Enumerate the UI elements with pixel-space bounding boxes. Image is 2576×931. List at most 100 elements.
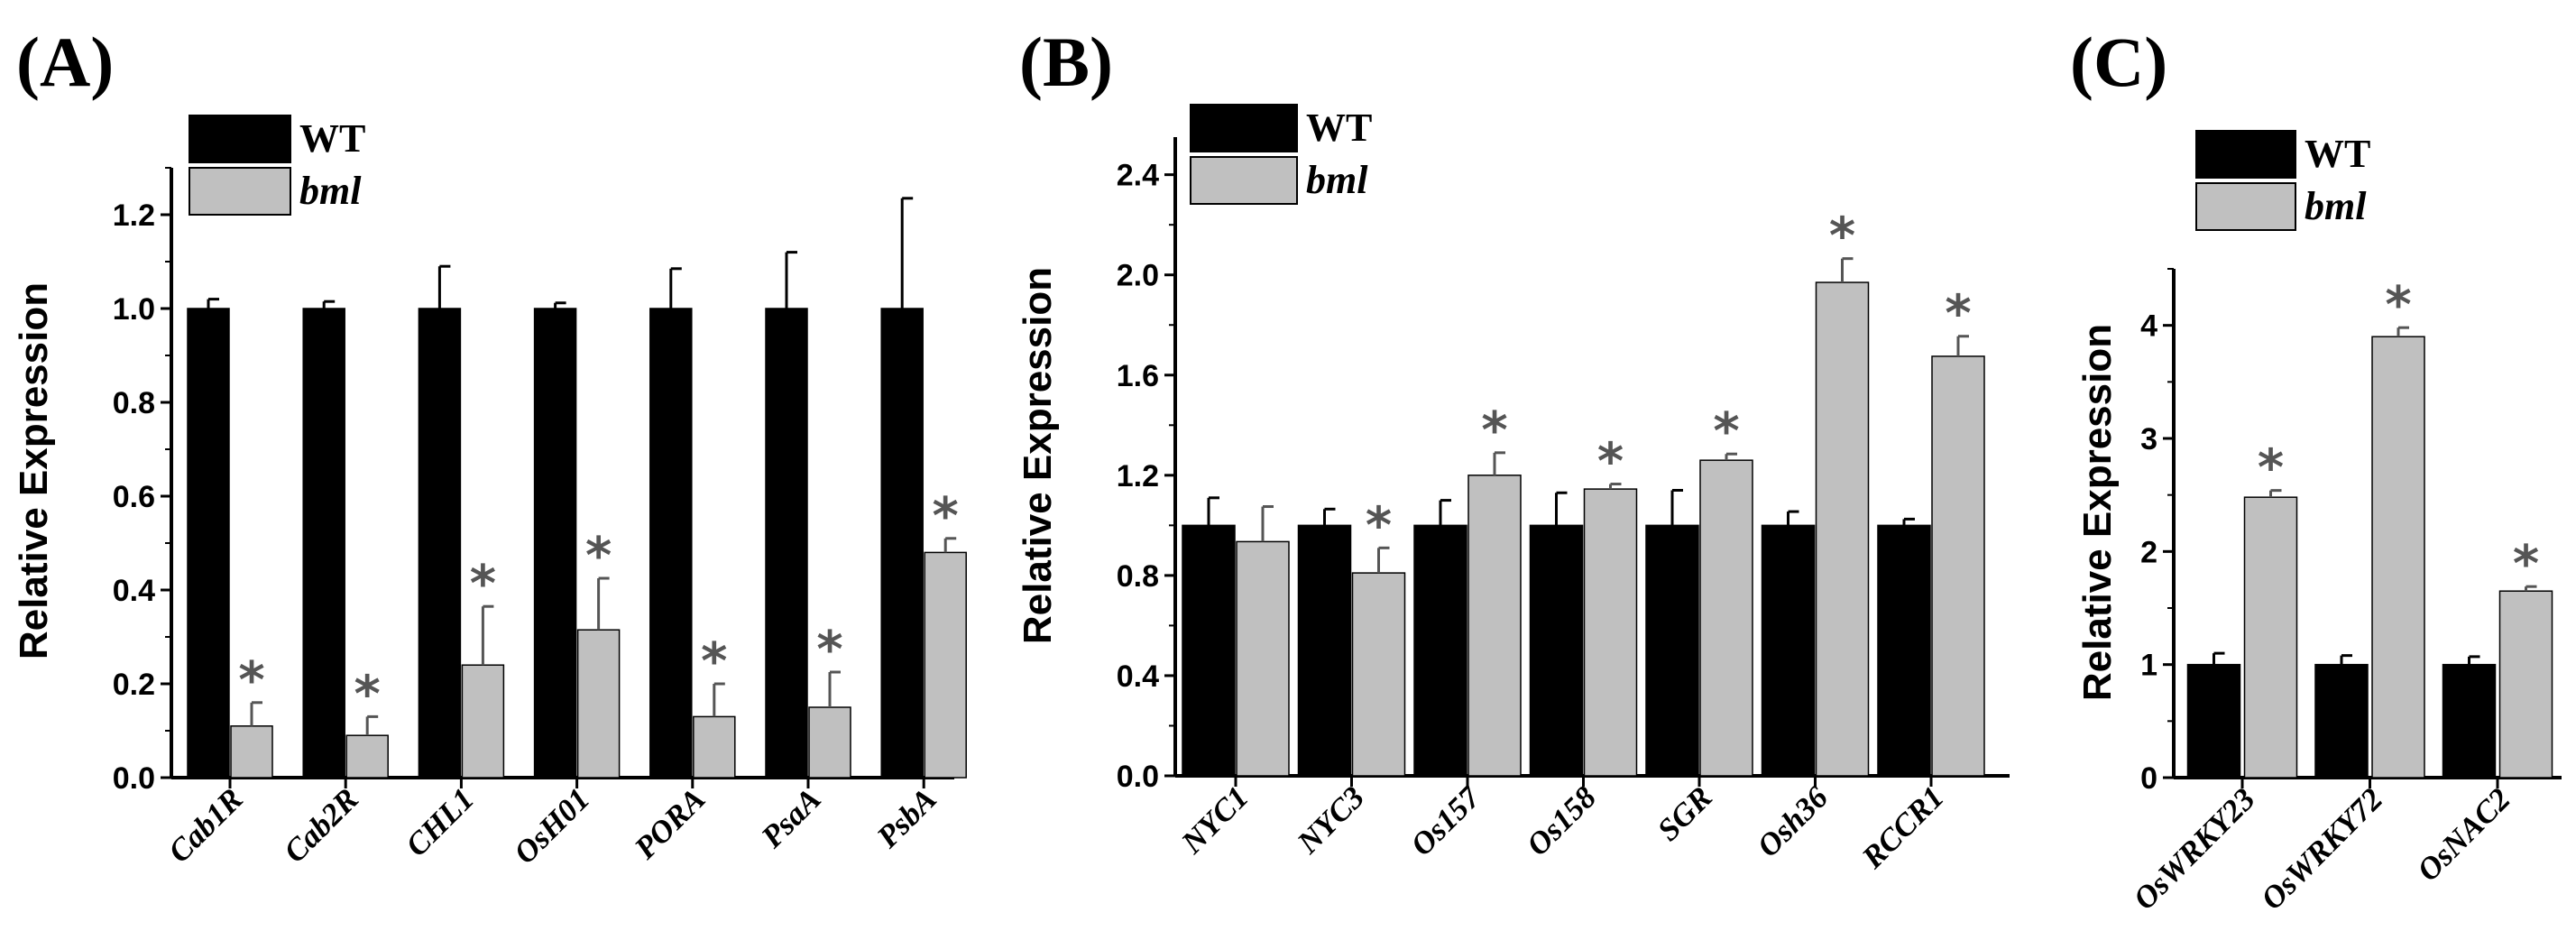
panel-label: (A) xyxy=(16,23,114,101)
bar-bml xyxy=(1467,475,1522,777)
legend-swatch-wt xyxy=(189,115,291,163)
bar-wt xyxy=(1761,524,1816,777)
bar-wt xyxy=(880,308,924,779)
panel-label: (B) xyxy=(1019,23,1113,101)
y-axis-label: Relative Expression xyxy=(1016,267,1060,644)
bar-wt xyxy=(533,308,577,779)
y-tick-label: 0.4 xyxy=(1117,659,1159,694)
significance-star: * xyxy=(701,632,727,691)
x-tick-label: RCCR1 xyxy=(1854,779,1951,876)
significance-star: * xyxy=(470,555,496,613)
bar-wt xyxy=(2442,663,2497,779)
bar-wt xyxy=(418,308,462,779)
bar-wt xyxy=(1297,524,1352,777)
bar-wt xyxy=(1645,524,1699,777)
x-tick-label: Osh36 xyxy=(1751,779,1835,864)
bar-bml xyxy=(345,734,389,779)
x-tick-label: Cab1R xyxy=(161,781,250,870)
y-tick-label: 0.0 xyxy=(1117,760,1159,794)
significance-star: * xyxy=(1713,402,1739,461)
bar-bml xyxy=(1583,488,1638,777)
bar-bml xyxy=(461,664,505,779)
bar-bml xyxy=(924,551,967,779)
significance-star: * xyxy=(933,487,959,546)
bar-bml xyxy=(230,725,273,779)
y-tick-label: 2.4 xyxy=(1117,159,1159,193)
bar-wt xyxy=(2186,663,2241,779)
x-tick-label: Cab2R xyxy=(277,781,365,870)
bar-bml xyxy=(1351,572,1406,777)
bar-bml xyxy=(1699,459,1753,777)
y-tick-label: 0.6 xyxy=(113,480,155,514)
legend-label-bml: bml xyxy=(299,169,362,213)
significance-star: * xyxy=(1597,433,1624,492)
x-tick-label: OsH01 xyxy=(507,781,596,871)
bar-wt xyxy=(1529,524,1584,777)
significance-star: * xyxy=(585,527,612,585)
legend-swatch-wt xyxy=(2195,130,2296,179)
bar-wt xyxy=(1182,524,1236,777)
bar-bml xyxy=(808,706,851,779)
bar-bml xyxy=(576,629,621,779)
y-tick-label: 2.0 xyxy=(1117,259,1159,293)
bar-bml xyxy=(1815,281,1870,777)
legend: WT bml xyxy=(189,115,365,216)
legend-label-wt: WT xyxy=(299,116,365,161)
bar-wt xyxy=(765,308,808,779)
y-tick-label: 0.8 xyxy=(113,386,155,420)
significance-star: * xyxy=(2513,535,2539,594)
x-tick-label: PsbA xyxy=(869,781,943,855)
panel-a: (A) 0.0 0.2 0.4 0.6 0.8 1.0 1.2 Relative Express… xyxy=(12,23,967,871)
legend-swatch-bml xyxy=(189,167,291,216)
bar-wt xyxy=(649,308,693,779)
significance-star: * xyxy=(816,621,842,679)
significance-star: * xyxy=(1829,207,1855,266)
y-tick-label: 3 xyxy=(2140,422,2157,456)
bar-wt xyxy=(187,308,230,779)
y-tick-label: 1.6 xyxy=(1117,359,1159,393)
y-tick-label: 1.2 xyxy=(113,198,155,233)
legend-label-bml: bml xyxy=(1306,158,1368,202)
y-tick-label: 0 xyxy=(2140,761,2157,796)
y-tick-label: 1.2 xyxy=(1117,459,1159,493)
significance-star: * xyxy=(1366,496,1392,555)
x-tick-label: OsWRKY72 xyxy=(2254,781,2389,917)
y-tick-label: 0.0 xyxy=(113,761,155,796)
legend-swatch-bml xyxy=(1190,156,1298,205)
x-tick-label: SGR xyxy=(1651,779,1719,848)
x-tick-label: PsaA xyxy=(754,781,828,855)
significance-star: * xyxy=(354,665,381,724)
y-tick-label: 1.0 xyxy=(113,292,155,327)
significance-star: * xyxy=(2385,276,2411,335)
x-tick-label: OsWRKY23 xyxy=(2127,781,2262,917)
legend-label-bml: bml xyxy=(2305,184,2367,228)
x-tick-label: NYC1 xyxy=(1174,779,1256,861)
bar-bml xyxy=(2243,496,2298,779)
legend: WT bml xyxy=(2195,130,2370,231)
x-tick-label: NYC3 xyxy=(1290,779,1371,861)
significance-star: * xyxy=(238,651,264,710)
legend: WT bml xyxy=(1190,104,1372,205)
significance-star: * xyxy=(1945,285,1971,344)
x-tick-label: Os157 xyxy=(1403,779,1487,862)
y-tick-label: 0.8 xyxy=(1117,559,1159,594)
x-tick-label: CHL1 xyxy=(399,781,481,863)
bar-bml xyxy=(2498,590,2553,779)
bar-wt xyxy=(1413,524,1467,777)
legend-swatch-bml xyxy=(2195,182,2296,231)
bar-bml xyxy=(2371,336,2425,779)
bar-bml xyxy=(1931,355,1985,777)
bar-wt xyxy=(1877,524,1931,777)
bar-wt xyxy=(2314,663,2369,779)
y-tick-label: 2 xyxy=(2140,535,2157,569)
y-axis-label: Relative Expression xyxy=(2075,324,2120,701)
panel-label: (C) xyxy=(2070,23,2167,101)
legend-swatch-wt xyxy=(1190,104,1298,152)
y-tick-label: 4 xyxy=(2140,309,2157,344)
significance-star: * xyxy=(2258,439,2284,498)
x-tick-label: PORA xyxy=(627,781,712,866)
bar-wt xyxy=(302,308,345,779)
bar-bml xyxy=(693,715,736,779)
y-tick-label: 1 xyxy=(2140,649,2157,683)
